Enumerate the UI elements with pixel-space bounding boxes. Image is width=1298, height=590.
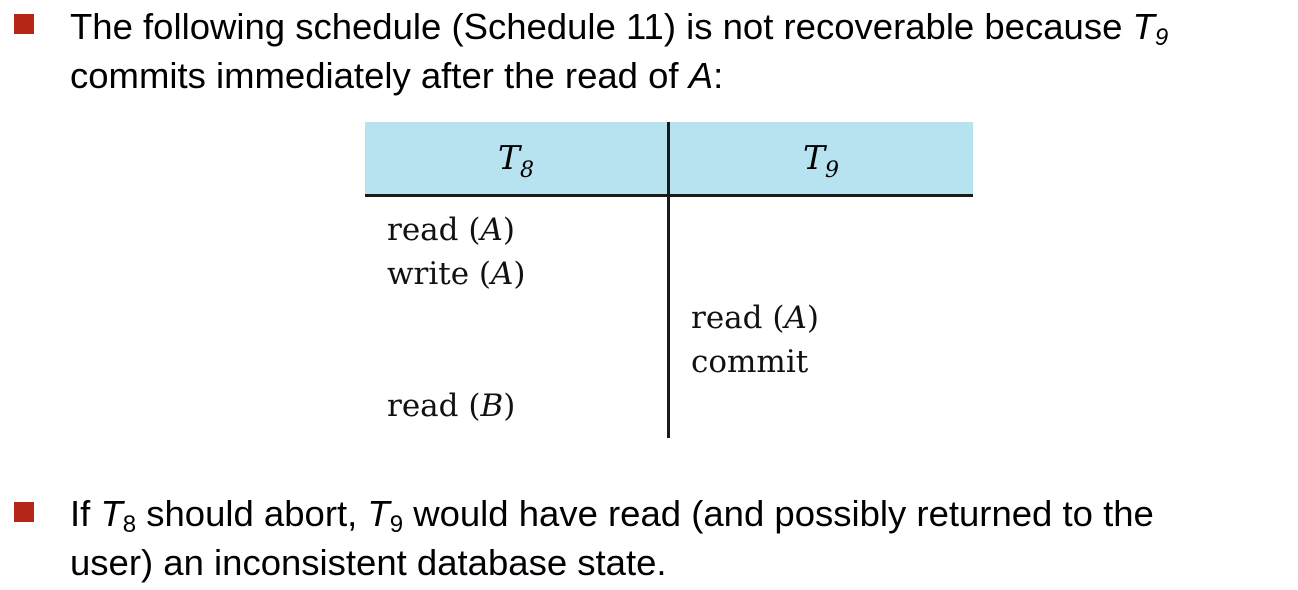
op-arg: B <box>480 388 504 424</box>
column-header-t8: T8 <box>365 136 667 183</box>
text-fragment: would have read (and possibly returned t… <box>403 493 1154 534</box>
header-subscript: 8 <box>520 158 534 183</box>
transaction-subscript: 9 <box>389 511 404 538</box>
transaction-symbol: T <box>367 493 390 534</box>
schedule-11-table: T8 T9 read (A) write (A) read (A) commit… <box>365 122 973 438</box>
schedule-op-t8-write-a: write (A) <box>387 256 526 292</box>
header-symbol: T <box>497 138 520 177</box>
op-arg: A <box>480 212 503 248</box>
column-divider <box>667 122 670 438</box>
text-fragment: If <box>70 493 101 534</box>
transaction-symbol: T <box>1132 6 1155 47</box>
text-fragment: : <box>713 55 724 96</box>
bullet-line: commits immediately after the read of A: <box>70 51 1168 100</box>
op-arg: A <box>784 300 807 336</box>
bullet-line: If T8 should abort, T9 would have read (… <box>70 489 1154 538</box>
bullet-text-schedule-not-recoverable: The following schedule (Schedule 11) is … <box>70 2 1168 100</box>
op-name: read <box>387 388 459 424</box>
text-fragment: The following schedule (Schedule 11) is … <box>70 6 1133 47</box>
schedule-op-t9-read-a: read (A) <box>691 300 819 336</box>
bullet-text-abort-consequence: If T8 should abort, T9 would have read (… <box>70 489 1154 587</box>
text-fragment: should abort, <box>136 493 368 534</box>
bullet-square-icon <box>14 502 34 522</box>
schedule-op-t8-read-a: read (A) <box>387 212 515 248</box>
op-arg: A <box>491 256 514 292</box>
data-item-symbol: A <box>688 55 714 96</box>
column-header-t9: T9 <box>670 136 972 183</box>
op-name: write <box>387 256 470 292</box>
bullet-line: user) an inconsistent database state. <box>70 542 667 583</box>
op-name: read <box>691 300 763 336</box>
schedule-op-t8-read-b: read (B) <box>387 388 516 424</box>
text-fragment: commits immediately after the read of <box>70 55 689 96</box>
transaction-subscript: 8 <box>122 511 137 538</box>
header-symbol: T <box>802 138 825 177</box>
op-name: read <box>387 212 459 248</box>
bullet-line: The following schedule (Schedule 11) is … <box>70 2 1168 51</box>
schedule-op-t9-commit: commit <box>691 342 808 382</box>
header-subscript: 9 <box>825 158 839 183</box>
op-name: commit <box>691 344 809 380</box>
transaction-symbol: T <box>100 493 123 534</box>
bullet-square-icon <box>14 14 34 34</box>
transaction-subscript: 9 <box>1154 24 1169 51</box>
